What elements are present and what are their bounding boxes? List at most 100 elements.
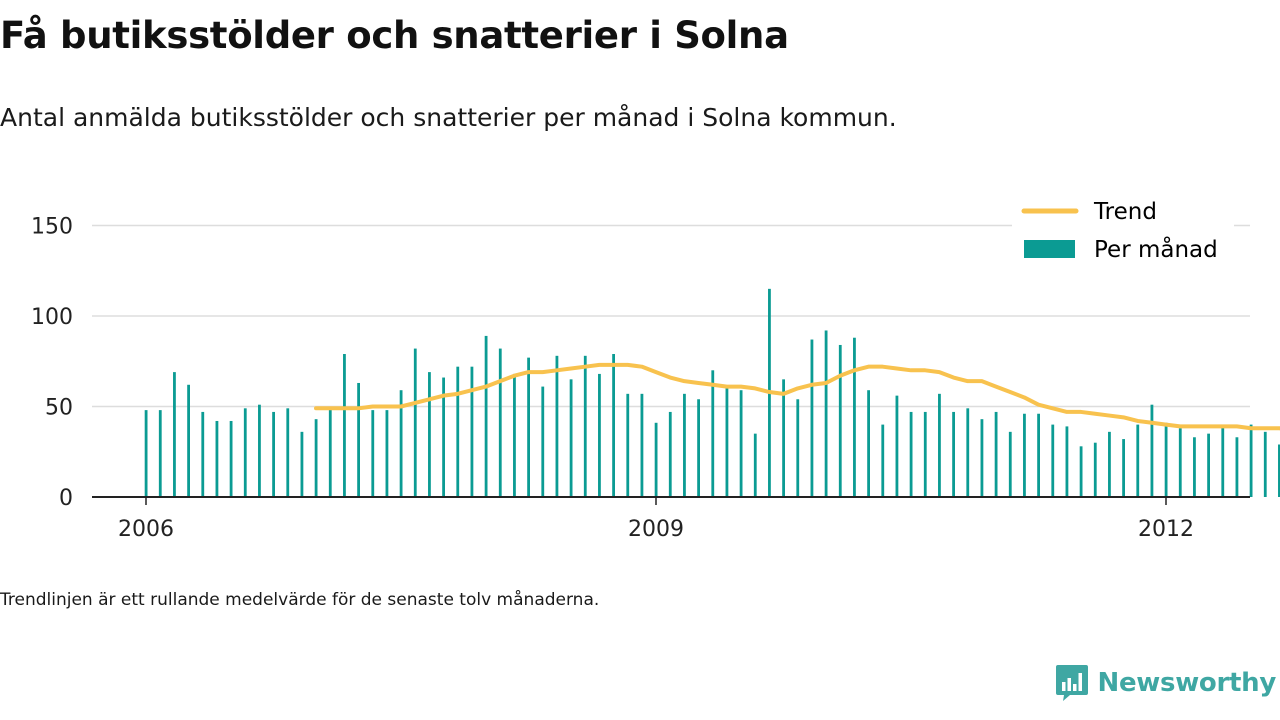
bar <box>711 370 715 497</box>
bar <box>413 348 417 497</box>
bar <box>215 420 219 497</box>
bar <box>1023 413 1026 497</box>
bar <box>527 357 530 497</box>
bar <box>697 399 700 497</box>
bar <box>385 410 389 497</box>
bar <box>428 372 431 497</box>
bar <box>1136 424 1140 497</box>
bar <box>513 373 516 497</box>
bar <box>938 393 941 497</box>
bar <box>867 390 870 497</box>
legend-background <box>1012 194 1234 272</box>
legend-bars-swatch <box>1024 240 1075 258</box>
y-tick-label: 150 <box>31 215 73 240</box>
y-axis-ticks: 0 50 100 150 <box>31 215 73 512</box>
bar <box>994 411 998 497</box>
bar <box>1278 444 1280 497</box>
bar <box>328 406 332 497</box>
y-tick-label: 100 <box>31 305 73 330</box>
bar <box>569 379 573 497</box>
bar <box>442 377 445 497</box>
footnote: Trendlinjen är ett rullande medelvärde f… <box>0 590 600 610</box>
bar <box>810 339 814 497</box>
bar-series-per-manad <box>144 288 1280 497</box>
bar <box>1093 442 1097 497</box>
bar <box>1178 428 1182 497</box>
bar <box>1235 437 1239 497</box>
bar <box>498 348 502 497</box>
bar <box>853 337 856 497</box>
bar <box>796 399 800 497</box>
legend-trend-label: Trend <box>1093 199 1157 225</box>
bar <box>1263 431 1267 497</box>
trend-line <box>314 362 1280 431</box>
bar <box>158 410 162 497</box>
bar <box>1249 424 1253 497</box>
bar <box>739 390 743 497</box>
bar <box>952 411 955 497</box>
bar <box>612 354 615 497</box>
bar <box>1193 437 1196 497</box>
chart-subtitle: Antal anmälda butiksstölder och snatteri… <box>0 103 897 132</box>
bar <box>201 411 205 497</box>
x-axis-ticks: 2006200920122015201820212024 <box>118 497 1194 542</box>
x-tick-label: 2006 <box>118 517 174 542</box>
bar <box>144 410 148 497</box>
legend: Trend Per månad <box>1012 194 1234 272</box>
bar <box>640 393 644 497</box>
bar <box>173 372 176 497</box>
bar <box>314 419 318 497</box>
bar <box>1164 422 1168 497</box>
bar <box>881 424 885 497</box>
bar <box>258 404 261 497</box>
bar <box>668 411 672 497</box>
bar <box>1108 431 1111 497</box>
bar <box>187 384 190 497</box>
bar <box>824 330 828 497</box>
bar <box>598 373 601 497</box>
bar <box>1122 439 1125 497</box>
bar <box>980 419 984 497</box>
bar <box>966 408 970 497</box>
bar <box>343 354 346 497</box>
brand-name: Newsworthy <box>1097 668 1277 698</box>
bar <box>753 433 757 497</box>
bar <box>1008 431 1012 497</box>
bar <box>583 355 587 497</box>
bar <box>229 420 233 497</box>
bar <box>243 408 247 497</box>
bar <box>909 411 913 497</box>
bar <box>272 411 275 497</box>
bar <box>541 386 545 497</box>
brand-logo: Newsworthy <box>1054 664 1276 702</box>
chart-title: Få butiksstölder och snatterier i Solna <box>0 14 789 57</box>
bar <box>1207 433 1210 497</box>
bar <box>683 393 686 497</box>
bar <box>555 355 559 497</box>
bar <box>470 366 474 497</box>
y-tick-label: 50 <box>45 396 73 421</box>
bar <box>286 408 290 497</box>
bar <box>300 431 304 497</box>
bar <box>838 344 842 497</box>
bar <box>1150 404 1154 497</box>
bar <box>1221 426 1225 497</box>
x-tick-label: 2012 <box>1138 517 1194 542</box>
y-tick-label: 0 <box>59 486 73 511</box>
bar <box>725 386 729 497</box>
bar <box>371 410 375 497</box>
x-tick-label: 2009 <box>628 517 684 542</box>
bar <box>1079 446 1083 497</box>
bar <box>654 422 658 497</box>
bar <box>456 366 460 497</box>
newsworthy-logo-icon <box>1055 665 1088 701</box>
bar <box>782 379 785 497</box>
bar <box>923 411 927 497</box>
bar <box>399 390 403 497</box>
bar <box>626 393 630 497</box>
bar <box>484 335 488 497</box>
bar <box>1065 426 1069 497</box>
bar <box>1051 424 1055 497</box>
legend-bars-label: Per månad <box>1094 235 1218 263</box>
